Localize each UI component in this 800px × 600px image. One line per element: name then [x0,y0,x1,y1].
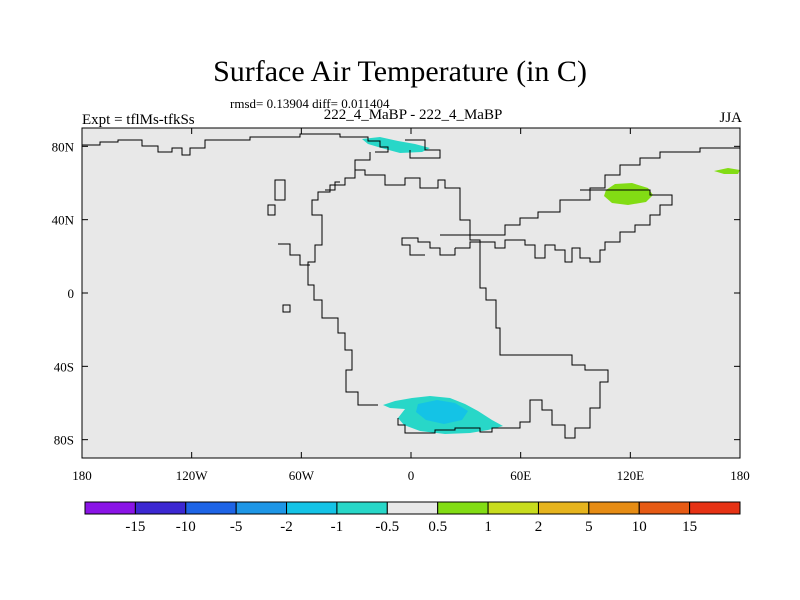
y-axis: 80N 40N 0 40S 80S [52,139,740,448]
coastline-americas [307,152,378,406]
colorbar-swatch [84,501,136,515]
coastline-eurasia [355,169,609,439]
y-tick-label: 80S [54,433,74,448]
y-tick-label: 80N [52,139,75,154]
colorbar-label: -2 [280,519,293,535]
coastline-greenland [405,139,441,159]
colorbar-swatch [588,501,640,515]
experiment-label: Expt = tflMs-tfkSs [82,112,195,128]
y-tick-label: 40S [54,359,74,374]
x-tick-label: 0 [408,468,415,483]
colorbar-swatch [689,501,741,515]
colorbar-label: -1 [331,519,344,535]
plot-title: Surface Air Temperature (in C) [213,55,587,88]
coastline-west-islands [267,179,291,313]
coastline-south-land [325,181,340,191]
anomaly-region-antarctic-core [416,400,468,424]
colorbar-label: -15 [125,519,145,535]
y-tick-label: 40N [52,213,75,228]
coastline-asia [440,147,740,236]
anomaly-region-siberia [604,183,653,205]
colorbar-label: -0.5 [375,519,399,535]
colorbar-swatch [336,501,388,515]
colorbar-label: 10 [632,519,647,535]
colorbar-swatch [235,501,288,515]
colorbar: -15 -10 -5 -2 -1 -0.5 0.5 1 2 5 10 15 [84,501,741,535]
x-tick-label: 60W [289,468,315,483]
stats-label: rmsd= 0.13904 diff= 0.011404 [230,96,390,111]
colorbar-swatch [437,501,489,515]
anomaly-region-far-east [714,168,740,174]
colorbar-swatch [185,501,237,515]
colorbar-swatch [487,501,539,515]
x-tick-label: 180 [730,468,750,483]
y-tick-label: 0 [68,286,75,301]
colorbar-swatch [386,501,439,515]
colorbar-label: 1 [484,519,492,535]
x-tick-label: 180 [72,468,92,483]
colorbar-label: 2 [535,519,543,535]
x-tick-label: 120W [176,468,209,483]
colorbar-swatch [134,501,187,515]
x-tick-label: 60E [510,468,531,483]
x-tick-label: 120E [617,468,645,483]
x-axis: 180 120W 60W 0 60E 120E 180 [72,128,750,483]
coastlines [82,133,740,439]
colorbar-swatch [537,501,590,515]
colorbar-swatch [286,501,338,515]
coastline-central-america [278,243,310,266]
colorbar-label: -10 [176,519,196,535]
colorbar-label: 5 [585,519,593,535]
colorbar-label: 15 [682,519,697,535]
season-label: JJA [719,110,742,126]
coastline-africa-cape [401,237,456,256]
colorbar-label: 0.5 [428,519,447,535]
colorbar-label: -5 [230,519,243,535]
coastline-east-asia [455,189,673,263]
comparison-label: 222_4_MaBP - 222_4_MaBP [323,107,503,123]
coastline-north [82,133,389,156]
colorbar-swatch [638,501,691,515]
